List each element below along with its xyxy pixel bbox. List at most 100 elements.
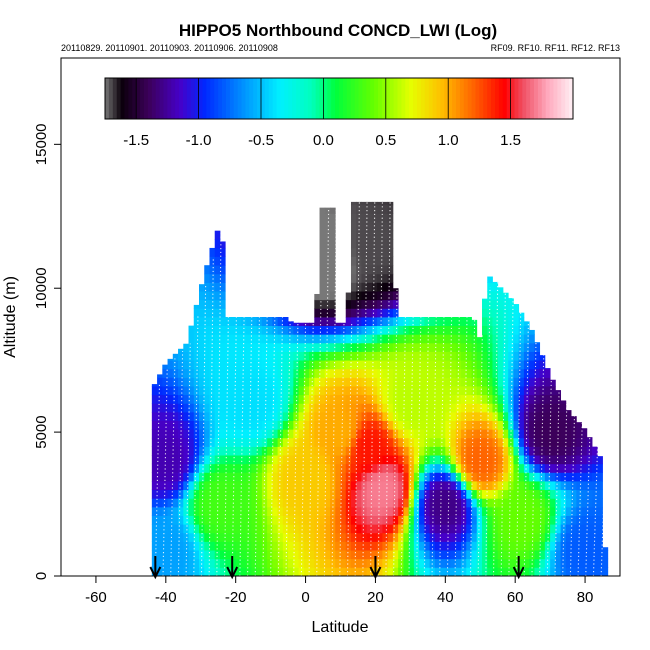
heatmap-cell	[366, 481, 373, 491]
heatmap-cell	[199, 506, 205, 516]
colorbar-swatch	[264, 78, 270, 119]
heatmap-cell	[398, 411, 404, 421]
heatmap-cell	[429, 360, 436, 370]
colorbar-tick-label: -1.0	[186, 132, 212, 149]
heatmap-cell	[366, 368, 373, 378]
colorbar-swatch	[452, 78, 457, 119]
heatmap-cell	[518, 394, 525, 404]
colorbar	[105, 78, 574, 119]
heatmap-cell	[555, 550, 562, 560]
heatmap-cell	[251, 446, 258, 456]
heatmap-cell	[487, 282, 493, 292]
heatmap-cell	[204, 489, 210, 499]
heatmap-cell	[497, 368, 504, 378]
heatmap-cell	[476, 377, 483, 387]
heatmap-cell	[387, 567, 394, 576]
heatmap-cell	[188, 489, 195, 499]
heatmap-cell	[508, 541, 514, 551]
heatmap-cell	[440, 325, 446, 335]
heatmap-cell	[487, 481, 493, 491]
heatmap-cell	[340, 368, 347, 378]
heatmap-cell	[371, 325, 378, 335]
heatmap-cell	[413, 506, 420, 516]
heatmap-cell	[330, 308, 336, 318]
heatmap-cell	[193, 515, 200, 525]
heatmap-cell	[204, 411, 210, 421]
heatmap-cell	[209, 420, 216, 430]
heatmap-cell	[387, 550, 394, 560]
heatmap-cell	[240, 334, 247, 344]
heatmap-cell	[340, 386, 347, 396]
heatmap-cell	[293, 446, 299, 456]
heatmap-cell	[277, 489, 284, 499]
heatmap-cell	[188, 351, 195, 361]
heatmap-cell	[172, 481, 179, 491]
heatmap-cell	[429, 386, 436, 396]
heatmap-cell	[487, 420, 493, 430]
heatmap-cell	[508, 515, 514, 525]
heatmap-cell	[455, 567, 462, 576]
heatmap-cell	[272, 515, 279, 525]
heatmap-cell	[377, 481, 383, 491]
heatmap-cell	[413, 360, 420, 370]
heatmap-cell	[382, 558, 389, 568]
heatmap-cell	[592, 506, 598, 516]
heatmap-cell	[466, 515, 472, 525]
heatmap-cell	[534, 394, 541, 404]
colorbar-swatch	[553, 78, 558, 119]
heatmap-cell	[288, 377, 294, 387]
colorbar-swatch	[175, 78, 180, 119]
heatmap-cell	[424, 567, 430, 576]
heatmap-cell	[539, 429, 546, 439]
heatmap-cell	[199, 489, 205, 499]
heatmap-cell	[256, 403, 263, 413]
heatmap-cell	[539, 463, 546, 473]
heatmap-cell	[476, 386, 483, 396]
heatmap-cell	[282, 351, 289, 361]
heatmap-cell	[267, 550, 273, 560]
heatmap-cell	[382, 282, 389, 292]
heatmap-cell	[361, 325, 368, 335]
heatmap-cell	[151, 411, 158, 421]
heatmap-cell	[261, 489, 268, 499]
heatmap-cell	[513, 481, 520, 491]
heatmap-cell	[204, 515, 210, 525]
heatmap-cell	[429, 403, 436, 413]
heatmap-cell	[235, 446, 242, 456]
heatmap-cell	[377, 201, 383, 206]
heatmap-cell	[157, 524, 163, 534]
heatmap-cell	[330, 446, 336, 456]
heatmap-cell	[230, 446, 237, 456]
heatmap-cell	[450, 342, 457, 352]
heatmap-cell	[434, 541, 441, 551]
heatmap-cell	[466, 567, 472, 576]
heatmap-cell	[178, 515, 184, 525]
heatmap-cell	[508, 360, 514, 370]
heatmap-cell	[172, 420, 179, 430]
heatmap-cell	[214, 351, 221, 361]
heatmap-cell	[246, 325, 252, 335]
heatmap-cell	[319, 437, 326, 447]
heatmap-cell	[550, 411, 556, 421]
heatmap-cell	[387, 541, 394, 551]
heatmap-cell	[455, 558, 462, 568]
heatmap-cell	[199, 334, 205, 344]
heatmap-cell	[251, 515, 258, 525]
heatmap-cell	[261, 342, 268, 352]
heatmap-cell	[162, 515, 168, 525]
heatmap-cell	[277, 541, 284, 551]
heatmap-cell	[450, 394, 457, 404]
heatmap-cell	[419, 403, 425, 413]
heatmap-cell	[398, 429, 404, 439]
heatmap-cell	[518, 351, 525, 361]
heatmap-cell	[330, 325, 336, 335]
colorbar-swatch	[132, 78, 137, 119]
heatmap-cell	[403, 498, 410, 508]
flight-track	[408, 316, 414, 576]
heatmap-cell	[188, 334, 195, 344]
heatmap-cell	[502, 351, 509, 361]
heatmap-cell	[419, 446, 425, 456]
heatmap-cell	[534, 481, 541, 491]
heatmap-cell	[419, 368, 425, 378]
heatmap-cell	[419, 524, 425, 534]
